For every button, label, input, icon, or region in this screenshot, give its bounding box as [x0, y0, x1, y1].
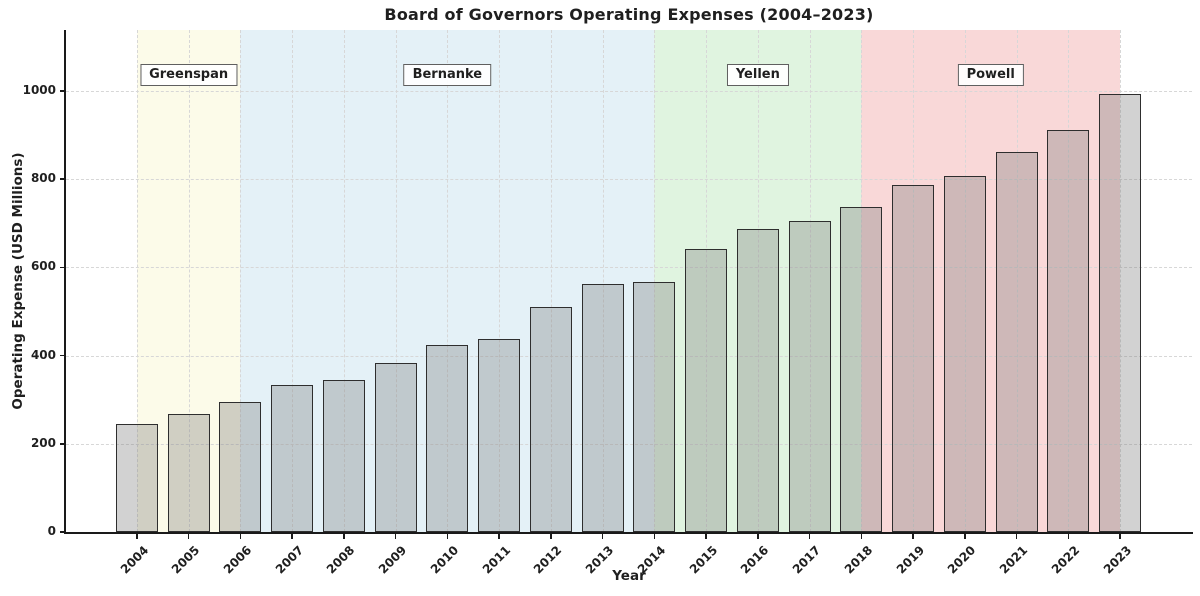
bar-2017 [788, 220, 831, 532]
bar-2019 [892, 185, 935, 532]
y-tick-mark-1000 [60, 90, 66, 92]
x-tick-mark-2019 [912, 533, 914, 539]
era-label-yellen: Yellen [726, 64, 789, 86]
gridline-y-600 [66, 267, 1192, 269]
y-tick-mark-200 [60, 442, 66, 445]
gridline-x-2004 [136, 30, 138, 532]
x-tick-mark-2016 [757, 533, 759, 539]
gridline-x-2019 [913, 30, 915, 532]
gridline-x-2021 [1016, 30, 1018, 532]
gridline-x-2006 [240, 30, 242, 532]
gridline-y-1000 [66, 90, 1192, 92]
x-tick-mark-2023 [1119, 533, 1121, 539]
gridline-x-2007 [292, 30, 294, 532]
x-axis-label: Year [612, 568, 646, 584]
x-tick-mark-2020 [964, 533, 966, 539]
bar-2006 [219, 402, 262, 532]
gridline-y-400 [66, 355, 1192, 357]
era-region-yellen [654, 30, 862, 532]
gridline-x-2016 [757, 30, 759, 532]
y-axis-spine [64, 30, 66, 534]
bar-2004 [115, 424, 158, 532]
gridline-x-2012 [550, 30, 552, 532]
bar-2014 [633, 282, 676, 532]
y-tick-mark-600 [60, 266, 66, 269]
x-tick-mark-2004 [136, 533, 138, 539]
bar-2022 [1047, 130, 1090, 532]
gridline-x-2005 [188, 30, 190, 532]
y-tick-label-0: 0 [47, 524, 56, 538]
x-tick-mark-2005 [187, 533, 190, 539]
era-label-powell: Powell [957, 64, 1024, 86]
x-tick-mark-2017 [808, 533, 811, 539]
y-tick-label-1000: 1000 [22, 82, 56, 97]
x-tick-mark-2008 [343, 533, 345, 539]
y-tick-label-800: 800 [30, 171, 56, 186]
y-tick-mark-800 [60, 178, 66, 180]
gridline-y-200 [66, 443, 1192, 445]
bar-2010 [426, 345, 469, 532]
x-tick-mark-2013 [601, 533, 604, 539]
era-label-bernanke: Bernanke [403, 64, 492, 86]
x-axis-spine [64, 532, 1194, 534]
bar-2018 [840, 206, 883, 532]
x-tick-mark-2011 [498, 533, 500, 539]
gridline-x-2008 [343, 30, 345, 532]
bar-2021 [995, 152, 1038, 532]
x-tick-mark-2012 [550, 533, 552, 539]
x-tick-mark-2010 [446, 533, 449, 539]
x-tick-mark-2021 [1015, 533, 1018, 539]
chart-title: Board of Governors Operating Expenses (2… [384, 5, 874, 24]
y-tick-label-400: 400 [30, 347, 56, 362]
gridline-x-2022 [1068, 30, 1070, 532]
bar-2007 [271, 384, 314, 532]
gridline-y-800 [66, 179, 1192, 181]
y-axis-label: Operating Expense (USD Millions) [10, 152, 26, 410]
bar-2020 [943, 175, 986, 532]
gridline-x-2023 [1120, 30, 1122, 532]
bar-2009 [374, 362, 417, 532]
x-tick-mark-2006 [239, 533, 242, 539]
era-region-powell [861, 30, 1121, 532]
gridline-x-2010 [447, 30, 449, 532]
x-tick-mark-2009 [394, 533, 397, 539]
bar-2005 [167, 413, 210, 532]
x-tick-mark-2022 [1067, 533, 1070, 539]
gridline-x-2020 [964, 30, 966, 532]
x-tick-mark-2015 [705, 533, 707, 539]
gridline-x-2015 [706, 30, 708, 532]
bar-2013 [581, 283, 624, 532]
bar-2012 [529, 307, 572, 532]
bar-2008 [322, 380, 365, 532]
gridline-x-2018 [861, 30, 863, 532]
y-tick-mark-400 [60, 354, 66, 357]
bar-2015 [685, 248, 728, 532]
gridline-x-2009 [395, 30, 397, 532]
plot-area: Greenspan Bernanke Yellen Powell [66, 30, 1192, 533]
x-tick-mark-2018 [860, 533, 863, 539]
era-label-greenspan: Greenspan [140, 64, 238, 86]
bar-2011 [478, 338, 521, 532]
bar-2016 [736, 229, 779, 532]
x-tick-mark-2007 [291, 533, 293, 539]
gridline-x-2011 [499, 30, 501, 532]
gridline-x-2017 [809, 30, 811, 532]
y-tick-label-600: 600 [30, 259, 56, 274]
y-tick-mark-0 [60, 531, 66, 533]
gridline-x-2013 [602, 30, 604, 532]
gridline-x-2014 [654, 30, 656, 532]
y-tick-label-200: 200 [30, 435, 56, 450]
x-tick-mark-2014 [653, 533, 656, 539]
bar-2023 [1099, 93, 1142, 532]
